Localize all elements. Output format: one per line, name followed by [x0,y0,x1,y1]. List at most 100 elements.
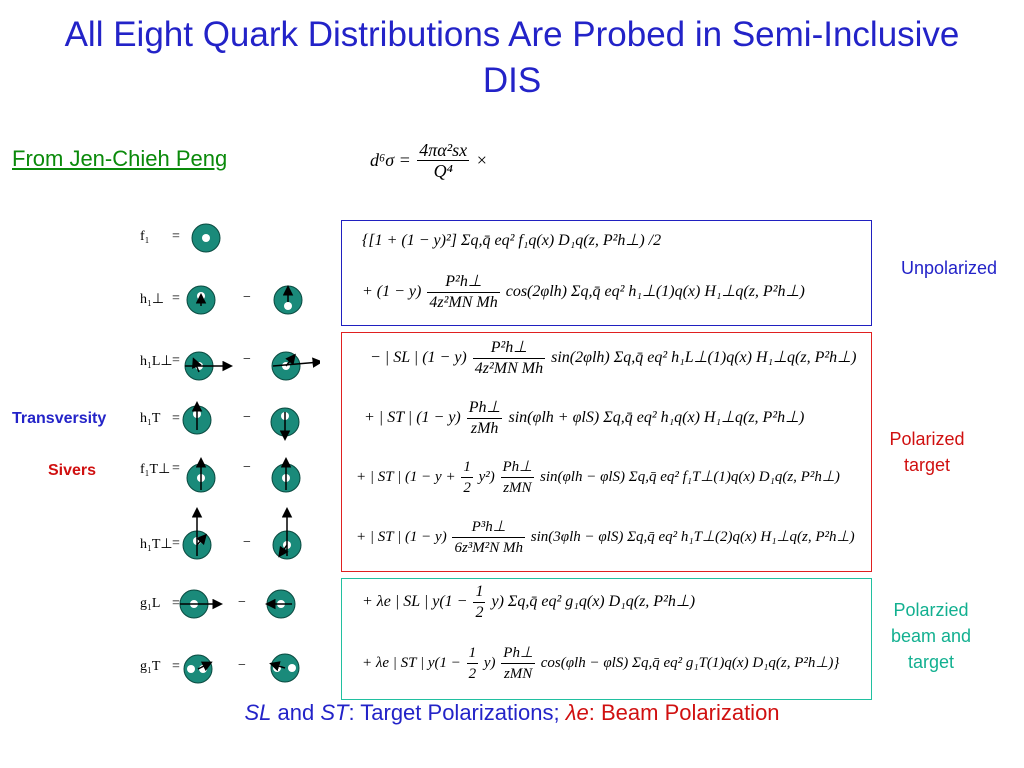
polarized-beam-target-box [341,578,872,700]
spin-arrow-icon [269,661,286,672]
prefactor-fraction: 4πα²sx Q⁴ [417,140,470,181]
label-polarized-target: Polarized target [889,429,965,475]
quark-dot-icon [202,234,210,242]
polarized-target-box [341,332,872,572]
distribution-minus: − [238,658,246,673]
credit-link[interactable]: From Jen-Chieh Peng [12,146,228,171]
eq-unpolarized-2-den: 4z²MN Mh [429,294,498,311]
spin-arrow-icon [197,661,213,672]
distribution-equals: = [172,411,180,426]
eq-polarized-1: − | SL | (1 − y) P²h⊥ 4z²MN Mh sin(2φlh) … [370,338,856,379]
eq-polarized-3-post: sin(φlh − φlS) Σq,q̄ eq² f₁T⊥(1)q(x) D₁q… [539,468,840,485]
distribution-equals: = [172,291,180,306]
prefactor-denominator: Q⁴ [433,161,453,181]
distribution-label: h₁L⊥ [140,354,173,369]
eq-polarized-4-num: P³h⊥ [452,517,526,538]
eq-polarized-4-frac: P³h⊥ 6z³M²N Mh [452,517,526,558]
eq-polarized-1-frac: P²h⊥ 4z²MN Mh [472,338,546,379]
label-polarized-beam-target: Polarzied beam and target [890,600,972,672]
caption-lambda: λe [565,700,589,725]
eq-polarized-4-post: sin(3φlh − φlS) Σq,q̄ eq² h₁T⊥(2)q(x) H₁… [530,528,855,545]
distribution-label: g₁T [140,659,161,674]
eq-unpolarized-1: {[1 + (1 − y)²] Σq,q̄ eq² f₁q(x) D₁q(z, … [362,232,662,249]
eq-polarized-2-den: zMh [470,420,499,437]
prefactor-times: × [475,150,488,170]
caption-sl: SL [244,700,272,725]
caption-and: and [271,700,321,725]
distribution-equals: = [172,461,180,476]
eq-beam-2-mid: y) [483,654,496,671]
caption-st: ST [320,700,349,725]
spin-arrow-icon [192,357,202,373]
spin-arrow-icon [285,353,296,367]
eq-polarized-2: + | ST | (1 − y) Ph⊥ zMh sin(φlh + φlS) Σ… [364,398,804,439]
distribution-label: f₁T⊥ [140,462,171,477]
eq-beam-1-half-num: 1 [473,582,486,603]
caption-targets: : Target Polarizations; [348,700,566,725]
eq-unpolarized-2-post: cos(2φlh) Σq,q̄ eq² h₁⊥(1)q(x) H₁⊥q(z, P… [505,283,805,301]
distribution-minus: − [243,290,251,305]
prefactor-lhs: d⁶σ = [370,150,411,170]
distribution-label: f₁ [140,229,150,244]
distribution-label: h₁⊥ [140,292,165,307]
eq-unpolarized-2-frac: P²h⊥ 4z²MN Mh [427,272,500,313]
distribution-minus: − [243,410,251,425]
eq-polarized-4-den: 6z³M²N Mh [454,540,524,556]
eq-beam-1-pre: + λe | SL | y(1 − [362,593,468,611]
quark-dot-icon [288,664,296,672]
distribution-equals: = [172,229,180,244]
distribution-label: h₁T⊥ [140,537,173,552]
eq-beam-2-den: zMN [503,666,533,682]
eq-beam-2-pre: + λe | ST | y(1 − [362,654,461,671]
quark-dot-icon [187,665,195,673]
distribution-minus: − [243,535,251,550]
eq-beam-2-half-den: 2 [468,666,477,682]
nucleon-diagrams [179,223,320,684]
eq-polarized-4-pre: + | ST | (1 − y) [356,528,447,545]
eq-polarized-3: + | ST | (1 − y + 1 2 y²) Ph⊥ zMN sin(φlh … [356,457,840,498]
distribution-label: g₁L [140,596,161,611]
eq-beam-2-half-num: 1 [466,643,479,664]
eq-polarized-4: + | ST | (1 − y) P³h⊥ 6z³M²N Mh sin(3φlh … [356,517,855,558]
bottom-caption: SL and ST: Target Polarizations; λe: Bea… [0,700,1024,726]
eq-unpolarized-2: + (1 − y) P²h⊥ 4z²MN Mh cos(2φlh) Σq,q̄ e… [362,272,805,313]
eq-polarized-1-num: P²h⊥ [472,338,546,359]
eq-polarized-2-frac: Ph⊥ zMh [466,398,503,439]
eq-unpolarized-2-num: P²h⊥ [427,272,500,293]
eq-beam-1-post: y) Σq,q̄ eq² g₁q(x) D₁q(z, P²h⊥) [491,593,696,611]
eq-polarized-3-mid: y²) [478,468,495,485]
distribution-minus: − [243,460,251,475]
eq-polarized-2-num: Ph⊥ [466,398,503,419]
eq-polarized-3-half-num: 1 [461,457,473,478]
eq-polarized-3-den: zMN [503,480,532,496]
eq-beam-2-post: cos(φlh − φlS) Σq,q̄ eq² g₁T(1)q(x) D₁q(… [540,654,840,671]
distribution-equals: = [172,596,180,611]
eq-polarized-3-pre: + | ST | (1 − y + [356,468,456,485]
page-title: All Eight Quark Distributions Are Probed… [64,15,960,100]
distribution-equals: = [172,659,180,674]
label-unpolarized: Unpolarized [900,258,998,278]
distribution-minus: − [243,352,251,367]
prefactor-numerator: 4πα²sx [417,140,470,161]
caption-beam: : Beam Polarization [588,700,780,725]
distribution-equals: = [172,536,180,551]
eq-beam-1-half-den: 2 [475,604,484,621]
distribution-equals: = [172,353,180,368]
eq-beam-2-num: Ph⊥ [501,643,536,664]
unpolarized-box [341,220,872,326]
eq-polarized-1-pre: − | SL | (1 − y) [370,349,467,367]
eq-polarized-2-pre: + | ST | (1 − y) [364,409,461,427]
spin-arrow-icon [278,544,289,558]
eq-polarized-3-half-den: 2 [463,480,471,496]
eq-polarized-1-post: sin(2φlh) Σq,q̄ eq² h₁L⊥(1)q(x) H₁⊥q(z, … [551,349,857,367]
eq-polarized-1-den: 4z²MN Mh [474,360,544,377]
eq-unpolarized-2-pre: + (1 − y) [362,283,422,301]
distribution-label: h₁T [140,411,161,426]
quark-dot-icon [284,302,292,310]
eq-polarized-3-num: Ph⊥ [500,457,535,478]
eq-polarized-2-post: sin(φlh + φlS) Σq,q̄ eq² h₁q(x) H₁⊥q(z, … [508,409,805,427]
